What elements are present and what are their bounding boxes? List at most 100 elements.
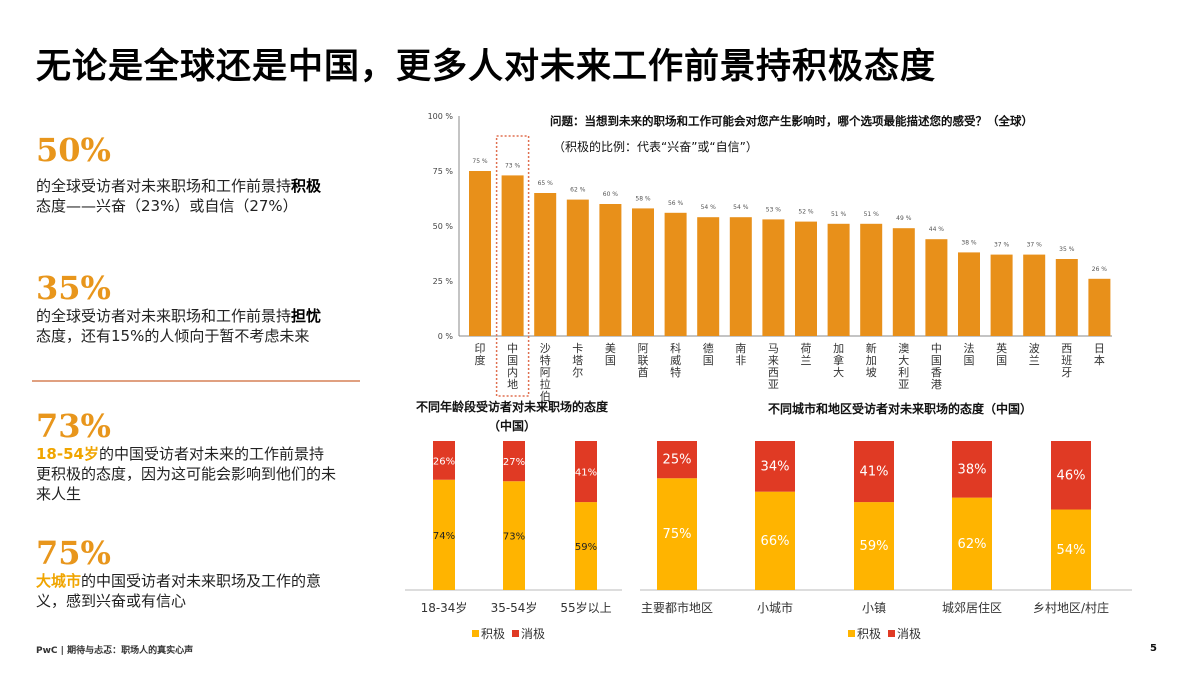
bar-positive xyxy=(1051,509,1091,590)
stat-global-worried: 35% 的全球受访者对未来职场和工作前景持担忧态度，还有15%的人倾向于暂不考虑… xyxy=(36,270,336,346)
bar-negative xyxy=(854,441,894,503)
bar xyxy=(566,199,589,336)
x-tick-label: 西班牙 xyxy=(1061,342,1072,379)
legend-swatch-positive xyxy=(848,630,855,637)
x-tick-label: 印度 xyxy=(475,342,486,367)
negative-label: 25% xyxy=(663,453,692,468)
bar xyxy=(762,219,785,336)
legend-label: 消极 xyxy=(521,627,545,641)
bar-value-label: 75 % xyxy=(472,158,488,165)
x-tick-label: 澳大利亚 xyxy=(898,342,909,391)
bar xyxy=(1055,259,1078,336)
bar xyxy=(697,217,720,336)
chart-title-age: 不同年龄段受访者对未来职场的态度（中国） xyxy=(415,400,608,433)
x-tick-label: 南非 xyxy=(735,342,746,367)
x-tick-label: 日本 xyxy=(1094,342,1105,367)
y-tick-label: 50 % xyxy=(433,222,454,231)
stat-china-city: 75% 大城市的中国受访者对未来职场及工作的意义，感到兴奋或有信心 xyxy=(36,535,336,611)
bar-negative xyxy=(433,441,455,480)
bar xyxy=(534,193,557,336)
category-label: 小镇 xyxy=(862,601,886,615)
legend-label: 积极 xyxy=(481,627,505,641)
bar-value-label: 49 % xyxy=(896,215,912,222)
stat-text: 的全球受访者对未来职场和工作前景持 xyxy=(36,307,292,325)
bar-value-label: 35 % xyxy=(1059,246,1075,253)
bar-value-label: 65 % xyxy=(538,180,554,187)
positive-label: 75% xyxy=(663,527,692,542)
bar-value-label: 54 % xyxy=(701,204,717,211)
category-label: 城郊居住区 xyxy=(942,601,1002,615)
negative-label: 27% xyxy=(503,457,525,468)
y-tick-label: 25 % xyxy=(433,277,454,286)
x-tick-label: 法国 xyxy=(964,341,975,367)
bar xyxy=(795,221,817,336)
negative-label: 41% xyxy=(860,465,889,480)
bar-positive xyxy=(854,502,894,590)
x-tick-label: 新加坡 xyxy=(866,341,877,379)
positive-label: 73% xyxy=(503,532,525,543)
bar-positive xyxy=(433,479,455,590)
bar xyxy=(729,217,752,336)
y-tick-label: 75 % xyxy=(433,167,454,176)
bar xyxy=(925,239,948,336)
bar-value-label: 26 % xyxy=(1092,266,1108,273)
positive-label: 66% xyxy=(761,534,790,549)
bar-value-label: 73 % xyxy=(505,162,521,169)
bar xyxy=(990,254,1013,336)
bar xyxy=(599,204,622,336)
bar-value-label: 62 % xyxy=(570,187,586,194)
positive-label: 59% xyxy=(860,539,889,554)
negative-label: 41% xyxy=(575,468,597,479)
bar-value-label: 38 % xyxy=(961,239,977,246)
positive-label: 62% xyxy=(958,537,987,552)
x-tick-label: 英国 xyxy=(996,341,1007,367)
bar xyxy=(827,223,850,336)
y-tick-label: 100 % xyxy=(428,112,454,121)
bar-positive xyxy=(952,497,992,590)
bar-value-label: 51 % xyxy=(831,211,847,218)
chart-title-city: 不同城市和地区受访者对未来职场的态度（中国） xyxy=(767,402,1032,416)
bar-negative xyxy=(657,441,697,479)
x-tick-label: 美国 xyxy=(605,342,616,367)
bar-value-label: 44 % xyxy=(929,226,945,233)
negative-label: 38% xyxy=(958,462,987,477)
bar-value-label: 54 % xyxy=(733,204,749,211)
bar-positive xyxy=(575,502,597,590)
stat-china-age: 73% 18-54岁的中国受访者对未来的工作前景持更积极的态度，因为这可能会影响… xyxy=(36,408,336,504)
bar-positive xyxy=(657,478,697,590)
bar-value-label: 51 % xyxy=(864,211,880,218)
x-tick-label: 加拿大 xyxy=(833,342,844,379)
category-label: 55岁以上 xyxy=(560,600,611,615)
stat-global-positive: 50% 的全球受访者对未来职场和工作前景持积极态度——兴奋（23%）或自信（27… xyxy=(36,132,336,216)
positive-label: 74% xyxy=(433,531,455,542)
stat-text: 态度，还有15%的人倾向于暂不考虑未来 xyxy=(36,327,310,345)
negative-label: 34% xyxy=(761,459,790,474)
y-tick-label: 0 % xyxy=(438,332,454,341)
x-tick-label: 中国香港 xyxy=(931,342,942,391)
slide-title: 无论是全球还是中国，更多人对未来工作前景持积极态度 xyxy=(36,47,937,87)
bar xyxy=(469,171,491,336)
bar-positive xyxy=(503,481,525,590)
category-label: 小城市 xyxy=(757,600,793,615)
bar xyxy=(664,212,687,336)
stat-bold: 担忧 xyxy=(291,307,322,325)
bar xyxy=(1088,278,1111,336)
x-tick-label: 卡塔尔 xyxy=(572,342,583,379)
x-tick-label: 中国内地 xyxy=(507,342,518,391)
bar-negative xyxy=(952,441,992,498)
bar-negative xyxy=(755,441,795,492)
stat-value: 73% xyxy=(36,407,111,445)
positive-label: 54% xyxy=(1057,543,1086,558)
x-tick-label: 德国 xyxy=(703,341,714,367)
stat-text: 的中国受访者对未来的工作前景持更积极的态度，因为这可能会影响到他们的未来人生 xyxy=(36,445,337,503)
legend-label: 积极 xyxy=(857,627,881,641)
bar-value-label: 53 % xyxy=(766,206,782,213)
bar-value-label: 56 % xyxy=(668,200,684,207)
bar-negative xyxy=(1051,441,1091,510)
bar-negative xyxy=(575,441,597,503)
bar xyxy=(632,208,654,336)
bar xyxy=(1023,254,1046,336)
bar-positive xyxy=(755,491,795,590)
divider xyxy=(32,380,360,382)
